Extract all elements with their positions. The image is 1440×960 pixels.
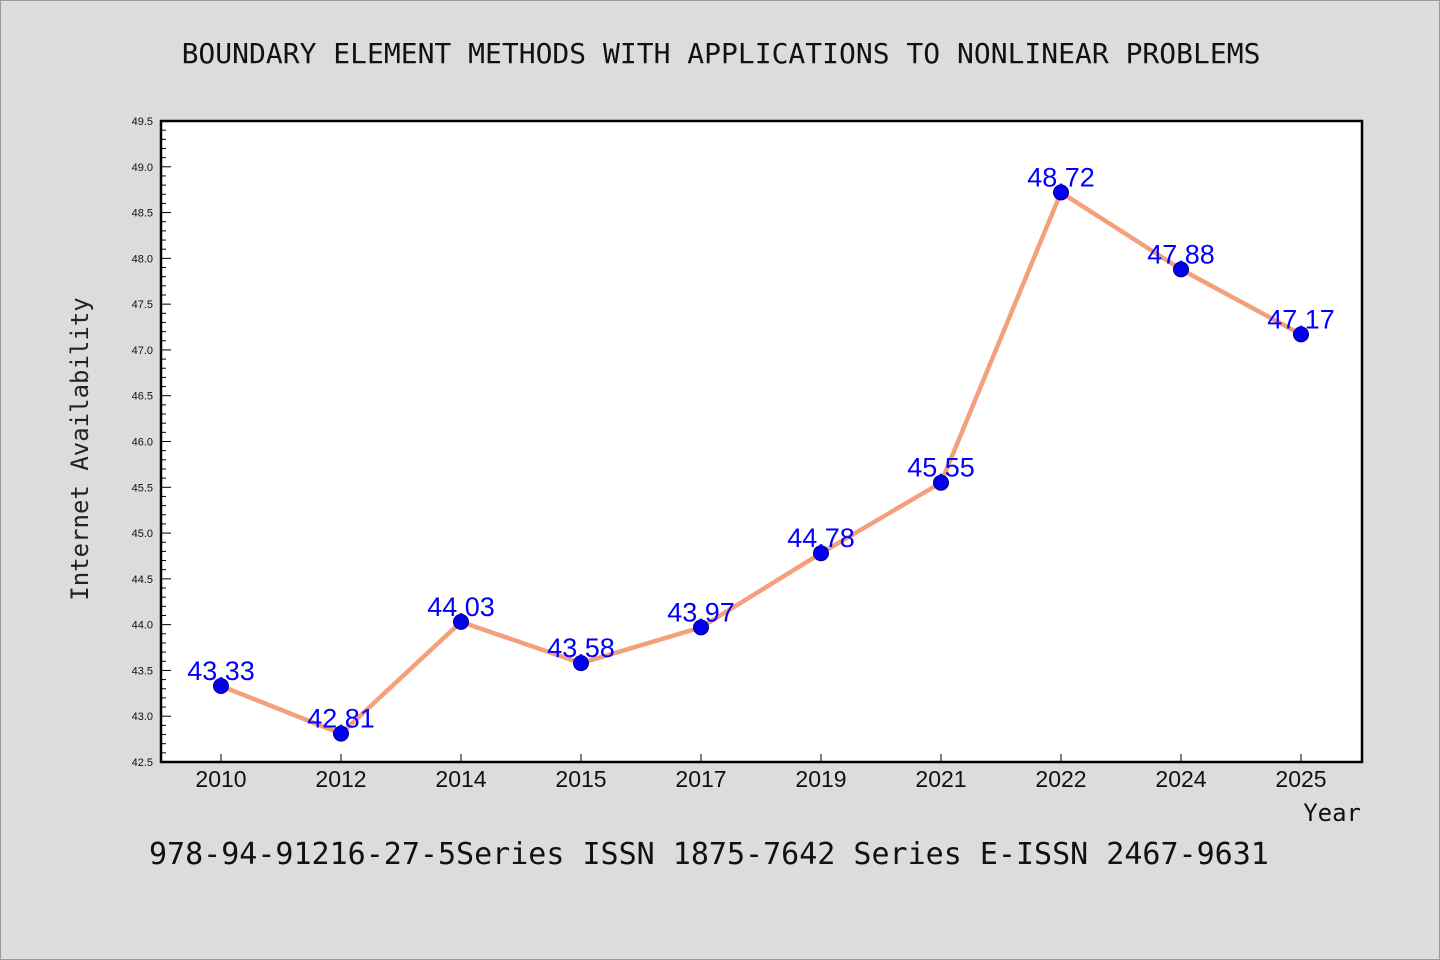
data-point (333, 725, 349, 742)
y-tick-label: 47.0 (132, 345, 153, 357)
x-axis: 2010 2012 2014 2015 2017 2019 2021 2022 2024 2025 (195, 754, 1327, 792)
y-tick-label: 45.5 (132, 482, 153, 494)
x-tick-label: 2015 (555, 766, 606, 792)
data-label: 42.81 (307, 704, 375, 734)
chart-subtitle: 978-94-91216-27-5Series ISSN 1875-7642 S… (149, 837, 1269, 872)
data-label: 48.72 (1027, 162, 1095, 192)
data-label: 45.55 (907, 453, 975, 483)
y-tick-label: 43.5 (132, 665, 153, 677)
y-tick-label: 48.0 (132, 253, 153, 265)
y-tick-label: 48.5 (132, 208, 153, 220)
data-point (813, 545, 829, 562)
y-tick-label: 47.5 (132, 299, 153, 311)
chart-title: BOUNDARY ELEMENT METHODS WITH APPLICATIO… (182, 37, 1261, 70)
x-tick-label: 2025 (1275, 766, 1326, 792)
data-label: 47.17 (1267, 304, 1335, 334)
data-label: 44.78 (787, 523, 855, 553)
x-tick-label: 2022 (1035, 766, 1086, 792)
y-tick-label: 42.5 (132, 757, 153, 769)
series-line (218, 190, 1304, 736)
data-label: 43.58 (547, 633, 615, 663)
data-point (213, 677, 229, 694)
data-point (693, 619, 709, 636)
y-axis-label: Internet Availability (66, 297, 94, 600)
x-tick-label: 2014 (435, 766, 486, 792)
data-point (573, 655, 589, 672)
data-point (1293, 326, 1309, 343)
x-tick-label: 2012 (315, 766, 366, 792)
y-tick-label: 43.0 (132, 711, 153, 723)
x-tick-label: 2021 (915, 766, 966, 792)
y-tick-label: 46.0 (132, 437, 153, 449)
x-tick-label: 2017 (675, 766, 726, 792)
data-label: 43.33 (187, 656, 255, 686)
data-point (1053, 184, 1069, 201)
y-axis: 42.5 43.0 43.5 44.0 44.5 45.0 45.5 46.0 46.5 47.0… (132, 116, 171, 769)
y-tick-label: 45.0 (132, 528, 153, 540)
y-tick-label: 46.5 (132, 391, 153, 403)
y-tick-label: 49.5 (132, 116, 153, 128)
y-tick-label: 44.5 (132, 574, 153, 586)
series-layer: 43.33 42.81 44.03 43.58 43.97 44.78 45.55 48.72… (187, 162, 1335, 742)
data-point (1173, 261, 1189, 278)
y-tick-label: 49.0 (132, 162, 153, 174)
data-label: 47.88 (1147, 239, 1215, 269)
data-point (453, 613, 469, 630)
x-tick-label: 2010 (195, 766, 246, 792)
x-tick-label: 2024 (1155, 766, 1206, 792)
data-label: 43.97 (667, 597, 735, 627)
data-label: 44.03 (427, 592, 495, 622)
x-axis-label: Year (1303, 799, 1361, 827)
plot-area (159, 119, 1364, 764)
data-point (933, 474, 949, 491)
y-tick-label: 44.0 (132, 620, 153, 632)
x-tick-label: 2019 (795, 766, 846, 792)
